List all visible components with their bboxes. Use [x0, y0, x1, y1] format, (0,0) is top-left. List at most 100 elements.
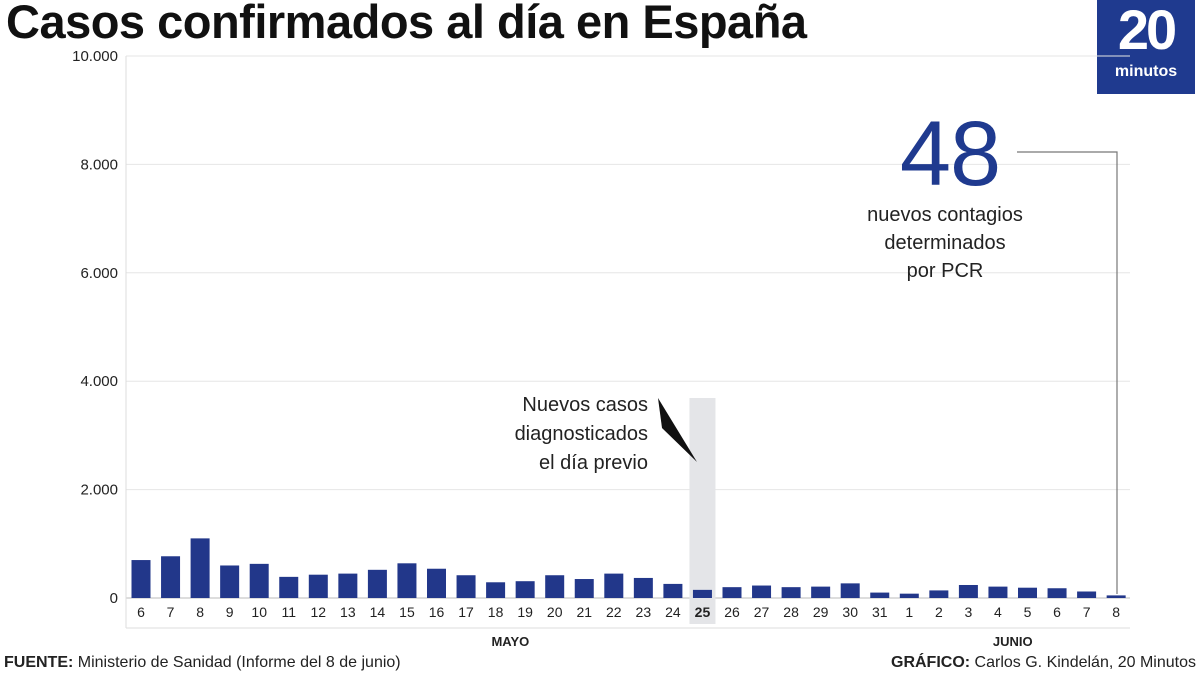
- x-tick-label: 8: [196, 604, 204, 620]
- bar: [367, 569, 387, 598]
- annotation-note: Nuevos casos diagnosticados el día previ…: [452, 391, 648, 478]
- x-tick-label: 20: [547, 604, 563, 620]
- y-axis: 0 2.000 4.000 6.000 8.000 10.000: [72, 48, 118, 607]
- bar: [1077, 591, 1097, 598]
- bar: [604, 573, 624, 598]
- bar: [958, 584, 978, 598]
- bar: [249, 563, 269, 598]
- y-tick-label: 8.000: [80, 156, 118, 173]
- bar: [899, 593, 919, 598]
- x-axis: 6 7 8 9 10 11 12 13 14 15 16 17 18 19 20 21 22 23 24 25 26 27…: [137, 604, 1120, 620]
- x-tick-label: 16: [429, 604, 445, 620]
- bar: [663, 583, 683, 598]
- month-label: JUNIO: [993, 634, 1033, 649]
- brand-logo: 20 minutos: [1097, 0, 1195, 94]
- bar: [486, 582, 506, 598]
- bar: [515, 581, 535, 598]
- bar: [811, 586, 831, 598]
- x-tick-label: 5: [1024, 604, 1032, 620]
- highlight-band: [689, 398, 716, 624]
- callout-line: nuevos contagios: [867, 204, 1023, 226]
- y-tick-label: 10.000: [72, 48, 118, 65]
- bar: [161, 556, 181, 598]
- x-tick-label: 4: [994, 604, 1002, 620]
- y-tick-label: 0: [110, 590, 118, 607]
- callout-text: nuevos contagios determinados por PCR: [840, 201, 1050, 285]
- x-tick-label: 6: [1053, 604, 1061, 620]
- bar: [427, 568, 446, 598]
- bar: [456, 575, 476, 598]
- annotation-line: el día previo: [539, 452, 648, 474]
- x-tick-label: 8: [1112, 604, 1120, 620]
- x-tick-label: 26: [724, 604, 740, 620]
- callout-line: por PCR: [906, 260, 984, 282]
- callout-value: 48: [899, 103, 1001, 205]
- y-tick-label: 6.000: [80, 265, 118, 282]
- x-tick-label: 13: [340, 604, 356, 620]
- bar: [722, 587, 742, 598]
- source-label: FUENTE:: [4, 654, 74, 671]
- callout-leader: [1017, 151, 1118, 594]
- x-tick-label: 18: [488, 604, 504, 620]
- callout-line: determinados: [884, 232, 1006, 254]
- bar: [870, 592, 890, 598]
- x-tick-label: 31: [872, 604, 888, 620]
- annotation-line: diagnosticados: [514, 423, 648, 445]
- bar: [220, 565, 240, 598]
- x-tick-label: 25: [695, 604, 711, 620]
- logo-word: minutos: [1114, 63, 1178, 80]
- gridlines: [125, 55, 1130, 629]
- x-tick-label: 12: [311, 604, 327, 620]
- annotation-line: Nuevos casos: [522, 394, 648, 416]
- logo-number: 20: [1117, 0, 1177, 61]
- x-tick-label: 10: [251, 604, 267, 620]
- bar: [692, 589, 712, 598]
- month-labels: MAYO JUNIO: [491, 634, 1032, 649]
- chart-title: Casos confirmados al día en España: [6, 0, 807, 48]
- bar: [131, 560, 151, 598]
- x-tick-label: 22: [606, 604, 622, 620]
- bar: [840, 583, 860, 598]
- bar: [279, 576, 299, 598]
- y-tick-label: 2.000: [80, 482, 118, 499]
- x-tick-label: 24: [665, 604, 681, 620]
- bars: [131, 538, 1126, 598]
- month-label: MAYO: [491, 634, 529, 649]
- x-tick-label: 19: [517, 604, 533, 620]
- bar: [338, 573, 358, 598]
- x-tick-label: 30: [842, 604, 858, 620]
- source-text: Ministerio de Sanidad (Informe del 8 de …: [73, 654, 401, 671]
- bar: [1018, 587, 1037, 598]
- x-tick-label: 14: [370, 604, 386, 620]
- graphic-credit: GRÁFICO: Carlos G. Kindelán, 20 Minutos: [891, 654, 1196, 672]
- bar: [397, 563, 417, 598]
- bar: [190, 538, 210, 598]
- bar: [308, 574, 328, 598]
- bar: [633, 577, 653, 598]
- bar: [781, 587, 801, 598]
- x-tick-label: 3: [965, 604, 973, 620]
- x-tick-label: 11: [281, 604, 296, 620]
- bar: [1106, 595, 1126, 598]
- x-tick-label: 23: [636, 604, 652, 620]
- x-tick-label: 7: [1083, 604, 1091, 620]
- bar: [574, 579, 594, 598]
- bar: [545, 575, 565, 598]
- bar: [1047, 588, 1067, 598]
- bar: [929, 590, 949, 598]
- x-tick-label: 29: [813, 604, 829, 620]
- bar: [752, 585, 772, 598]
- x-tick-label: 1: [905, 604, 913, 620]
- source-credit: FUENTE: Ministerio de Sanidad (Informe d…: [4, 654, 401, 672]
- x-tick-label: 17: [458, 604, 474, 620]
- x-tick-label: 15: [399, 604, 415, 620]
- annotation-pointer: [658, 398, 697, 462]
- x-tick-label: 28: [783, 604, 799, 620]
- x-tick-label: 6: [137, 604, 145, 620]
- x-tick-label: 9: [226, 604, 234, 620]
- x-tick-label: 21: [576, 604, 592, 620]
- x-tick-label: 2: [935, 604, 943, 620]
- credit-text: Carlos G. Kindelán, 20 Minutos: [970, 654, 1196, 671]
- x-tick-label: 27: [754, 604, 770, 620]
